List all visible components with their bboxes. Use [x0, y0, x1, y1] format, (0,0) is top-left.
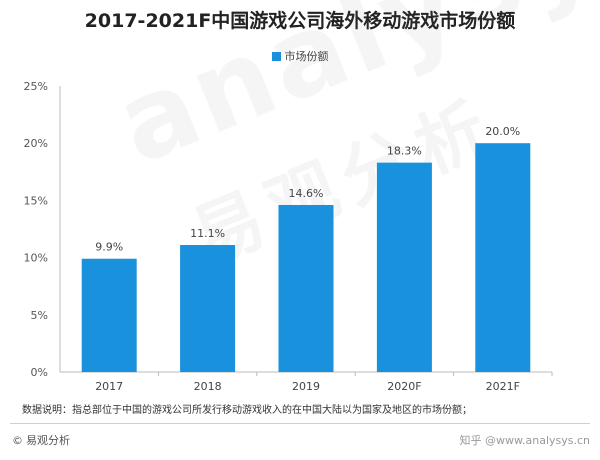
- legend-swatch: [271, 51, 281, 61]
- bar-value-label: 20.0%: [485, 125, 520, 138]
- copyright-icon: ©: [12, 433, 23, 447]
- legend-label: 市场份额: [284, 50, 329, 63]
- chart-legend: 市场份额: [0, 48, 600, 64]
- chart-title: 2017-2021F中国游戏公司海外移动游戏市场份额: [84, 10, 516, 32]
- y-tick-label: 10%: [24, 252, 48, 265]
- x-tick-label: 2020F: [387, 380, 421, 393]
- footer-brand: © 易观分析: [12, 432, 70, 448]
- bar: [278, 204, 334, 372]
- bar-chart: 0% 5% 10% 15% 20% 25% 9.9% 2017 11.1% 2018 14.6% 2…: [24, 80, 553, 393]
- bar: [376, 162, 432, 372]
- y-tick-label: 5%: [31, 309, 48, 322]
- y-tick-label: 15%: [24, 194, 48, 207]
- bar-value-label: 11.1%: [190, 227, 225, 240]
- bar-value-label: 9.9%: [95, 241, 123, 254]
- zhihu-watermark: 知乎 @www.analysys.cn: [459, 434, 590, 447]
- bar: [81, 258, 137, 372]
- x-tick-label: 2018: [194, 380, 222, 393]
- bar-value-label: 18.3%: [387, 145, 422, 158]
- x-tick-label: 2021F: [486, 380, 520, 393]
- y-tick-label: 0%: [31, 366, 48, 379]
- bar: [180, 245, 236, 372]
- brand-name: 易观分析: [26, 434, 70, 447]
- bar: [475, 143, 531, 372]
- footer-divider: [10, 423, 590, 424]
- x-tick-label: 2017: [95, 380, 123, 393]
- x-tick-label: 2019: [292, 380, 320, 393]
- data-note: 数据说明：指总部位于中国的游戏公司所发行移动游戏收入的在中国大陆以为国家及地区的…: [22, 405, 472, 416]
- y-tick-label: 25%: [24, 80, 48, 93]
- y-tick-label: 20%: [24, 137, 48, 150]
- bar-value-label: 14.6%: [289, 187, 324, 200]
